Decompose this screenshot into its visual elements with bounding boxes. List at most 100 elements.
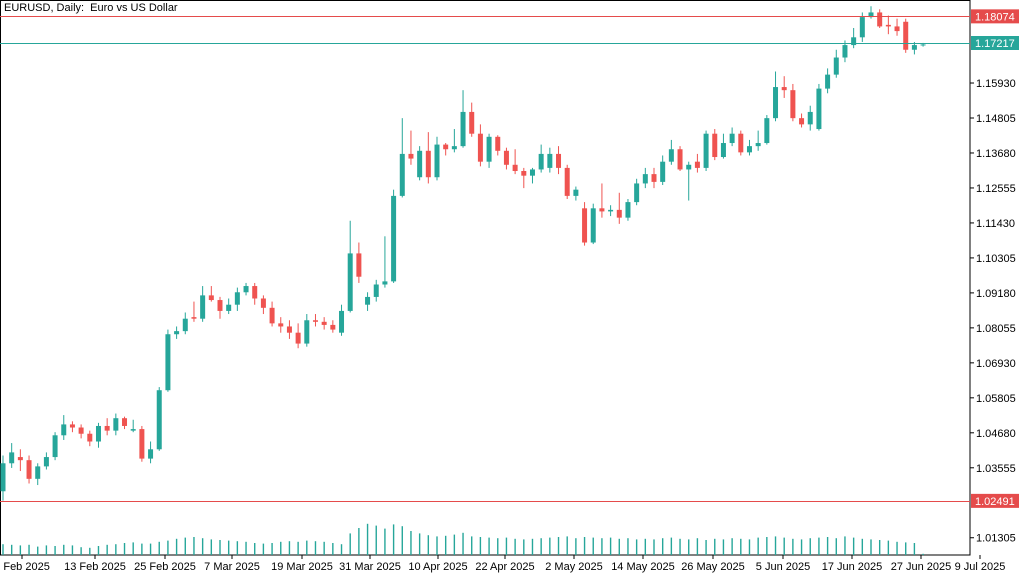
price-label-box [971, 9, 1019, 24]
candle-body [200, 295, 206, 319]
candle-body [174, 331, 180, 335]
candle-body [703, 133, 709, 168]
candle-body [859, 17, 865, 38]
candle-body [286, 326, 292, 333]
candle-body [599, 208, 605, 212]
x-tick-label: 9 Jul 2025 [955, 561, 1006, 573]
candle-body [825, 74, 831, 89]
candle-body [790, 90, 796, 119]
candle-body [234, 292, 240, 305]
candle-body [252, 286, 258, 299]
x-tick-label: 3 Feb 2025 [0, 561, 50, 573]
candle-body [773, 87, 779, 119]
candle-body [451, 146, 457, 150]
candle-body [52, 435, 58, 458]
candle-body [347, 253, 353, 311]
y-tick-label: 1.10305 [976, 253, 1016, 265]
candle-body [356, 253, 362, 277]
candle-body [556, 153, 562, 168]
candle-body [165, 334, 171, 391]
candle-body [382, 281, 388, 285]
candle-body [139, 429, 145, 459]
x-tick-label: 2 May 2025 [545, 561, 602, 573]
candle-body [816, 88, 822, 130]
x-tick-label: 31 Mar 2025 [339, 561, 401, 573]
y-tick-label: 1.06930 [976, 358, 1016, 370]
candle-body [616, 209, 622, 218]
candle-body [61, 424, 67, 436]
candle-body [668, 149, 674, 162]
candle-body [269, 307, 275, 324]
candle-body [373, 284, 379, 297]
candle-body [312, 320, 318, 322]
candle-body [573, 189, 579, 196]
chart-title: EURUSD, Daily: Euro vs US Dollar [4, 2, 178, 14]
candle-body [321, 321, 327, 325]
price-label: 1.02491 [975, 496, 1015, 508]
candle-body [920, 44, 926, 46]
price-label-box [971, 493, 1019, 508]
candle-body [842, 45, 848, 58]
candle-body [564, 167, 570, 196]
candle-body [43, 457, 49, 467]
x-tick-label: 22 Apr 2025 [475, 561, 534, 573]
candle-body [95, 425, 101, 442]
y-tick-label: 1.08055 [976, 323, 1016, 335]
candle-body [0, 463, 6, 492]
candle-body [191, 317, 197, 319]
candle-body [35, 466, 41, 479]
candle-body [651, 174, 657, 182]
x-tick-label: 10 Apr 2025 [408, 561, 467, 573]
x-tick-label: 5 Jun 2025 [756, 561, 810, 573]
candle-body [217, 300, 223, 311]
candle-body [408, 153, 414, 159]
candle-body [903, 21, 909, 50]
price-label: 1.18074 [975, 11, 1015, 23]
candle-body [460, 111, 466, 147]
candle-body [104, 425, 110, 431]
y-tick-label: 1.13680 [976, 148, 1016, 160]
y-tick-label: 1.12555 [976, 183, 1016, 195]
candle-body [738, 133, 744, 153]
candle-body [712, 133, 718, 158]
candle-body [469, 111, 475, 134]
candle-body [9, 452, 15, 464]
candle-body [399, 153, 405, 196]
candle-body [417, 150, 423, 178]
x-tick-label: 14 May 2025 [611, 561, 675, 573]
y-tick-label: 1.05805 [976, 393, 1016, 405]
candle-body [660, 161, 666, 182]
y-tick-label: 1.04680 [976, 428, 1016, 440]
candle-body [26, 460, 32, 479]
candle-body [330, 324, 336, 330]
candle-body [885, 24, 891, 27]
x-tick-label: 13 Feb 2025 [64, 561, 126, 573]
candle-body [130, 429, 136, 431]
candle-body [486, 136, 492, 162]
candle-body [625, 202, 631, 218]
candle-body [521, 171, 527, 176]
candle-body [529, 169, 535, 176]
candle-body [686, 164, 692, 170]
candle-body [851, 37, 857, 46]
candle-body [443, 144, 449, 150]
candle-body [391, 195, 397, 282]
price-label-box [971, 36, 1019, 51]
candle-body [642, 174, 648, 184]
candle-body [278, 323, 284, 327]
candle-body [182, 318, 188, 332]
y-tick-label: 1.11430 [976, 218, 1015, 230]
y-tick-label: 1.09180 [976, 288, 1016, 300]
candle-body [877, 12, 883, 27]
candle-body [243, 286, 249, 293]
candle-body [781, 87, 787, 91]
candle-body [807, 111, 813, 125]
candle-body [122, 418, 128, 426]
candle-body [69, 424, 75, 428]
candle-body [868, 12, 874, 18]
candle-body [148, 449, 154, 459]
x-tick-label: 7 Mar 2025 [204, 561, 260, 573]
candle-body [78, 427, 84, 434]
